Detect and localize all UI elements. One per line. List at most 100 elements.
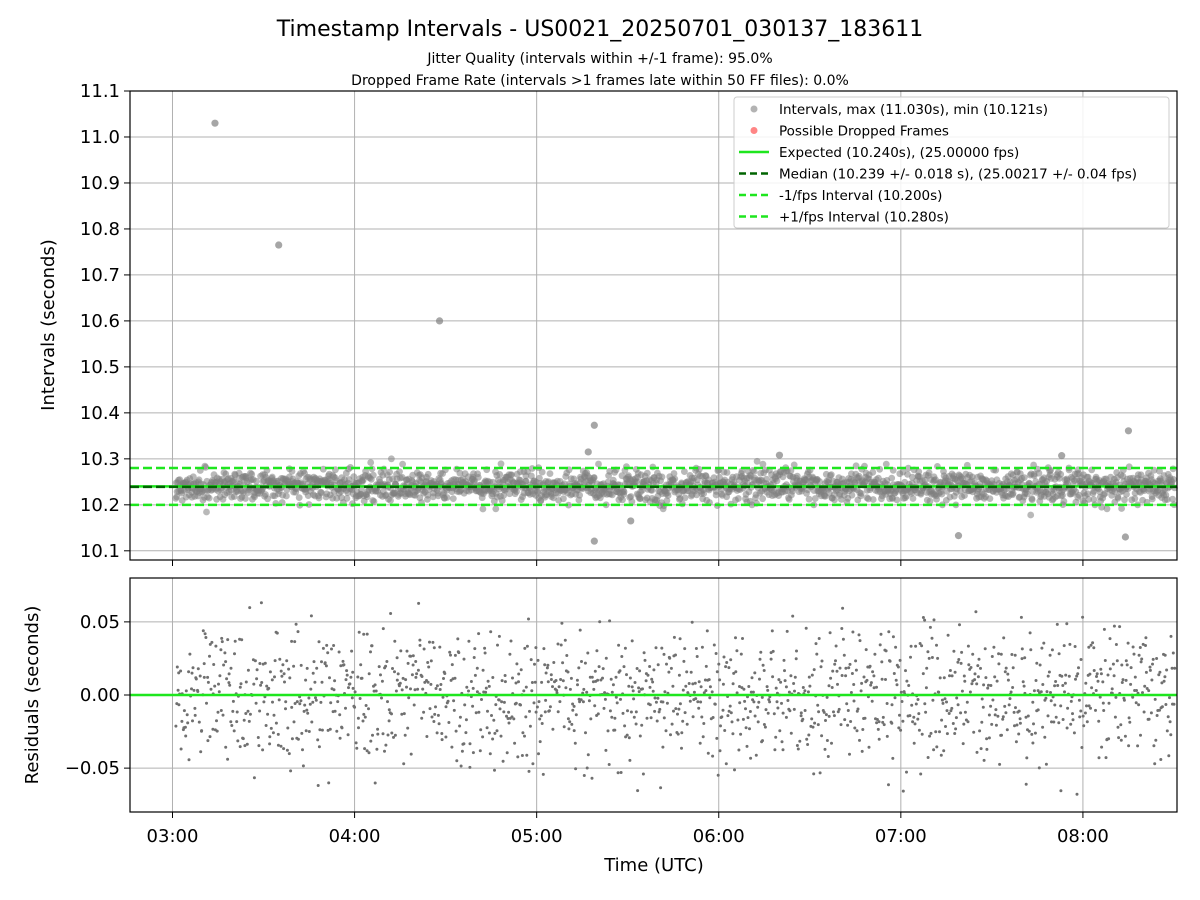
interval-point xyxy=(664,492,672,499)
residual-point xyxy=(525,753,529,757)
residual-point xyxy=(275,631,279,635)
residual-point xyxy=(881,715,885,719)
residual-point xyxy=(622,665,626,669)
interval-point xyxy=(888,474,896,482)
residual-point xyxy=(1084,681,1088,685)
residual-point xyxy=(685,722,689,726)
residual-point xyxy=(773,748,777,752)
residual-point xyxy=(803,709,807,712)
residual-point xyxy=(1136,744,1140,748)
residual-point xyxy=(514,681,518,685)
residual-point xyxy=(659,786,663,790)
interval-point xyxy=(1103,505,1111,513)
residual-point xyxy=(554,679,558,682)
residual-point xyxy=(516,755,520,759)
interval-point xyxy=(565,501,572,509)
residual-point xyxy=(1139,733,1142,737)
interval-point xyxy=(926,497,934,505)
residual-point xyxy=(595,649,599,653)
residual-point xyxy=(471,686,475,690)
residual-point xyxy=(231,699,235,703)
residual-point xyxy=(955,696,959,700)
residual-point xyxy=(344,678,348,682)
interval-point xyxy=(595,460,602,468)
interval-point xyxy=(1060,497,1068,505)
residual-point xyxy=(558,700,562,704)
interval-point xyxy=(242,495,249,502)
residual-point xyxy=(490,714,493,717)
residual-point xyxy=(1065,622,1069,626)
residual-point xyxy=(551,685,554,689)
interval-point xyxy=(773,477,781,485)
residual-point xyxy=(1144,644,1147,647)
residual-point xyxy=(188,652,192,656)
residual-point xyxy=(645,716,649,720)
residual-point xyxy=(496,643,499,647)
residual-point xyxy=(362,712,366,716)
residual-point xyxy=(680,731,684,735)
residual-point xyxy=(269,726,273,730)
residual-point xyxy=(194,677,198,681)
residual-point xyxy=(914,702,918,706)
residual-point xyxy=(1133,675,1137,679)
residual-point xyxy=(713,702,717,706)
residual-point xyxy=(391,667,394,670)
residual-point xyxy=(1061,718,1065,721)
residual-point xyxy=(932,748,936,752)
residual-point xyxy=(665,662,668,666)
residual-point xyxy=(842,653,846,657)
residual-point xyxy=(1160,705,1164,709)
residual-point xyxy=(585,690,589,694)
residual-point xyxy=(734,670,738,674)
residual-point xyxy=(390,731,394,735)
residual-point xyxy=(317,745,321,749)
residual-point xyxy=(695,655,699,658)
residual-point xyxy=(763,725,767,729)
residual-point xyxy=(997,662,1001,666)
legend-label-0: Intervals, max (11.030s), min (10.121s) xyxy=(779,102,1048,118)
residual-point xyxy=(766,688,770,692)
residual-point xyxy=(543,710,547,714)
residual-point xyxy=(1008,697,1012,701)
residual-point xyxy=(717,662,721,666)
residual-point xyxy=(793,689,796,693)
residual-point xyxy=(646,673,650,677)
residual-point xyxy=(815,652,819,656)
residual-point xyxy=(278,657,282,661)
residual-point xyxy=(1122,698,1126,702)
residual-point xyxy=(418,643,422,647)
residual-point xyxy=(672,709,675,713)
residual-point xyxy=(1072,731,1076,735)
interval-point xyxy=(173,493,181,501)
residual-point xyxy=(596,678,600,682)
residual-point xyxy=(651,689,655,693)
residual-point xyxy=(296,630,300,634)
residual-point xyxy=(541,772,545,776)
residual-point xyxy=(389,612,393,615)
residual-point xyxy=(1049,691,1052,694)
residual-point xyxy=(583,661,587,665)
residual-point xyxy=(380,696,383,700)
residual-point xyxy=(438,688,442,691)
residual-point xyxy=(264,724,268,727)
residual-point xyxy=(641,687,644,691)
residual-point xyxy=(1062,644,1066,648)
residual-point xyxy=(505,751,509,755)
residual-point xyxy=(1080,746,1084,749)
residual-point xyxy=(756,720,760,724)
residual-point xyxy=(431,640,435,644)
residual-point xyxy=(898,658,902,662)
residual-point xyxy=(993,713,997,717)
residual-point xyxy=(349,675,353,679)
interval-point xyxy=(712,488,720,495)
residual-point xyxy=(363,715,367,719)
residual-point xyxy=(784,685,788,689)
residual-point xyxy=(397,684,401,688)
residual-point xyxy=(183,725,187,729)
residual-point xyxy=(290,705,294,709)
residual-point xyxy=(354,741,358,745)
residual-point xyxy=(775,700,779,704)
residual-point xyxy=(699,685,703,689)
residual-point xyxy=(374,689,378,693)
residual-point xyxy=(1171,651,1175,655)
